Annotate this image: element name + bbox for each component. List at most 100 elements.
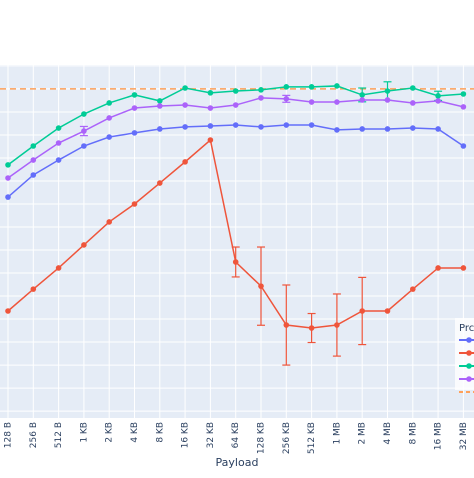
data-point [157,126,163,132]
x-tick-label: 4 MB [383,422,393,445]
data-point [30,157,37,163]
data-point [435,265,441,271]
data-point [359,126,366,132]
data-point [283,322,290,328]
data-point [182,85,188,91]
x-tick-label: 8 MB [408,422,418,445]
data-point [334,322,340,328]
data-point [334,99,340,105]
x-tick-label: 512 KB [307,422,317,454]
data-point [81,143,87,149]
data-point [410,125,416,131]
data-point [435,126,441,132]
data-point [131,92,138,98]
data-point [460,91,467,97]
data-point [308,99,315,105]
x-axis-title: Payload [216,456,259,469]
legend-title: Prc [459,323,474,334]
x-tick-label: 256 B [29,422,39,448]
data-point [410,85,416,91]
x-tick-label: 32 KB [206,422,216,448]
data-point [55,157,62,163]
data-point [232,122,239,128]
data-point [232,102,239,108]
data-point [207,105,214,111]
x-tick-label: 16 KB [181,422,191,448]
x-tick-label: 2 MB [358,422,368,445]
data-point [359,92,366,98]
data-point [384,88,391,94]
data-point [283,122,290,128]
legend-marker [466,376,472,382]
data-point [55,125,62,131]
data-point [30,172,37,178]
x-tick-label: 256 KB [282,422,292,454]
data-point [182,124,188,130]
data-point [207,123,214,129]
legend-marker [466,350,472,356]
data-point [435,98,441,104]
data-point [258,95,264,101]
x-tick-label: 128 B [4,422,14,448]
data-point [258,124,264,130]
data-point [131,105,138,111]
legend-marker [466,363,472,369]
data-point [207,90,214,96]
data-point [182,102,188,108]
data-point [460,143,467,149]
data-point [157,98,163,104]
data-point [283,84,290,90]
x-tick-label: 16 MB [434,422,444,450]
data-point [232,88,239,94]
x-tick-label: 1 MB [332,422,342,445]
data-point [157,103,163,109]
data-point [232,259,239,265]
data-point [308,84,315,90]
x-tick-label: 2 KB [105,422,115,443]
data-point [410,100,416,106]
data-point [435,93,441,99]
data-point [5,194,11,200]
data-point [182,159,188,165]
data-point [5,175,11,181]
data-point [5,162,11,168]
data-point [106,115,112,121]
data-point [384,97,391,103]
data-point [207,137,214,143]
data-point [30,143,37,149]
data-point [258,283,264,289]
data-point [157,180,163,186]
data-point [460,104,467,110]
data-point [308,122,315,128]
data-point [460,265,467,271]
data-point [308,325,315,331]
legend-marker [466,337,472,343]
data-point [106,219,112,225]
x-tick-label: 4 KB [130,422,140,443]
data-point [30,286,37,292]
data-point [334,83,340,89]
data-point [131,130,138,136]
data-point [55,140,62,146]
data-point [5,308,11,314]
data-point [81,242,87,248]
data-point [81,111,87,117]
data-point [258,87,264,93]
data-point [334,127,340,133]
x-tick-label: 64 KB [231,422,241,448]
data-point [131,201,138,207]
data-point [283,96,290,102]
x-tick-label: 128 KB [257,422,267,454]
data-point [359,97,366,103]
x-tick-label: 8 KB [155,422,165,443]
data-point [384,126,391,132]
x-tick-label: 32 MB [459,422,469,450]
data-point [106,134,112,140]
data-point [55,265,62,271]
data-point [384,308,391,314]
x-tick-label: 512 B [54,422,64,448]
data-point [359,308,366,314]
data-point [81,128,87,134]
data-point [410,286,416,292]
